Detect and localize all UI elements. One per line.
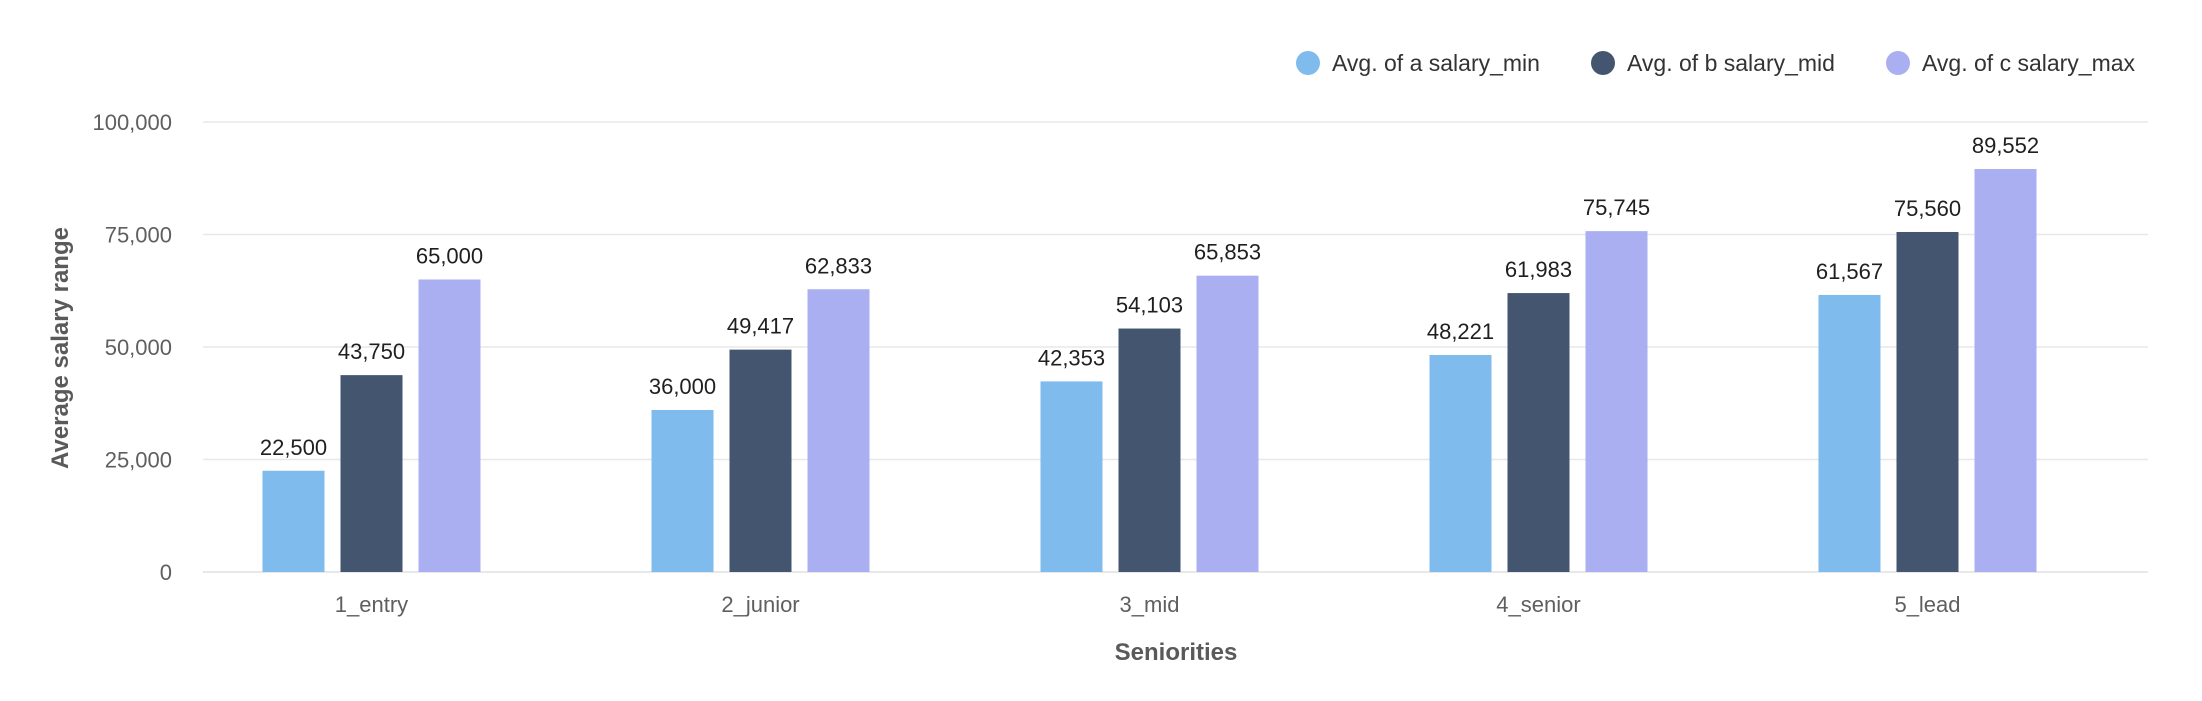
- data-label: 43,750: [338, 339, 405, 364]
- legend-marker: [1296, 51, 1320, 75]
- legend-item[interactable]: Avg. of c salary_max: [1886, 50, 2136, 76]
- y-tick-label: 100,000: [92, 110, 172, 135]
- y-tick-label: 50,000: [105, 335, 172, 360]
- data-label: 48,221: [1427, 319, 1494, 344]
- bar: [729, 349, 792, 572]
- bar: [651, 410, 714, 572]
- x-tick-label: 5_lead: [1894, 592, 1960, 617]
- bar: [1118, 328, 1181, 572]
- legend-label: Avg. of b salary_mid: [1627, 50, 1835, 76]
- bar: [1585, 231, 1648, 572]
- y-axis-ticks: 0 25,000 50,000 75,000 100,000: [92, 110, 172, 585]
- x-tick-label: 2_junior: [721, 592, 799, 617]
- bar: [418, 279, 481, 572]
- data-label: 62,833: [805, 253, 872, 278]
- y-tick-label: 75,000: [105, 223, 172, 248]
- x-axis-title: Seniorities: [1115, 639, 1238, 666]
- legend-marker: [1591, 51, 1615, 75]
- bars: [262, 169, 2037, 573]
- legend-item[interactable]: Avg. of b salary_mid: [1591, 50, 1835, 76]
- data-label: 61,983: [1505, 257, 1572, 282]
- x-axis-ticks: 1_entry 2_junior 3_mid 4_senior 5_lead: [335, 592, 1961, 617]
- data-label: 65,853: [1194, 240, 1261, 265]
- bar: [1040, 381, 1103, 572]
- data-labels: 22,500 43,750 65,000 36,000 49,417 62,833 42,3…: [260, 133, 2039, 460]
- data-label: 22,500: [260, 435, 327, 460]
- x-tick-label: 4_senior: [1496, 592, 1580, 617]
- data-label: 75,745: [1583, 195, 1650, 220]
- data-label: 54,103: [1116, 293, 1183, 318]
- bar: [1196, 275, 1259, 572]
- x-tick-label: 1_entry: [335, 592, 408, 617]
- bar: [1974, 169, 2037, 573]
- bar: [262, 470, 325, 572]
- data-label: 42,353: [1038, 345, 1105, 370]
- y-tick-label: 0: [160, 560, 172, 585]
- bar: [1429, 355, 1492, 572]
- legend: Avg. of a salary_min Avg. of b salary_mid…: [1296, 50, 2136, 76]
- legend-marker: [1886, 51, 1910, 75]
- data-label: 75,560: [1894, 196, 1961, 221]
- bar: [1818, 294, 1881, 572]
- data-label: 65,000: [416, 244, 483, 269]
- bar: [1507, 293, 1570, 572]
- bar: [807, 289, 870, 572]
- bar: [1896, 231, 1959, 573]
- data-label: 36,000: [649, 374, 716, 399]
- y-tick-label: 25,000: [105, 448, 172, 473]
- x-tick-label: 3_mid: [1120, 592, 1180, 617]
- legend-item[interactable]: Avg. of a salary_min: [1296, 50, 1540, 76]
- legend-label: Avg. of c salary_max: [1922, 50, 2136, 76]
- y-axis-title: Average salary range: [47, 227, 74, 469]
- bar: [340, 375, 403, 572]
- data-label: 49,417: [727, 314, 794, 339]
- data-label: 89,552: [1972, 133, 2039, 158]
- legend-label: Avg. of a salary_min: [1332, 50, 1540, 76]
- data-label: 61,567: [1816, 259, 1883, 284]
